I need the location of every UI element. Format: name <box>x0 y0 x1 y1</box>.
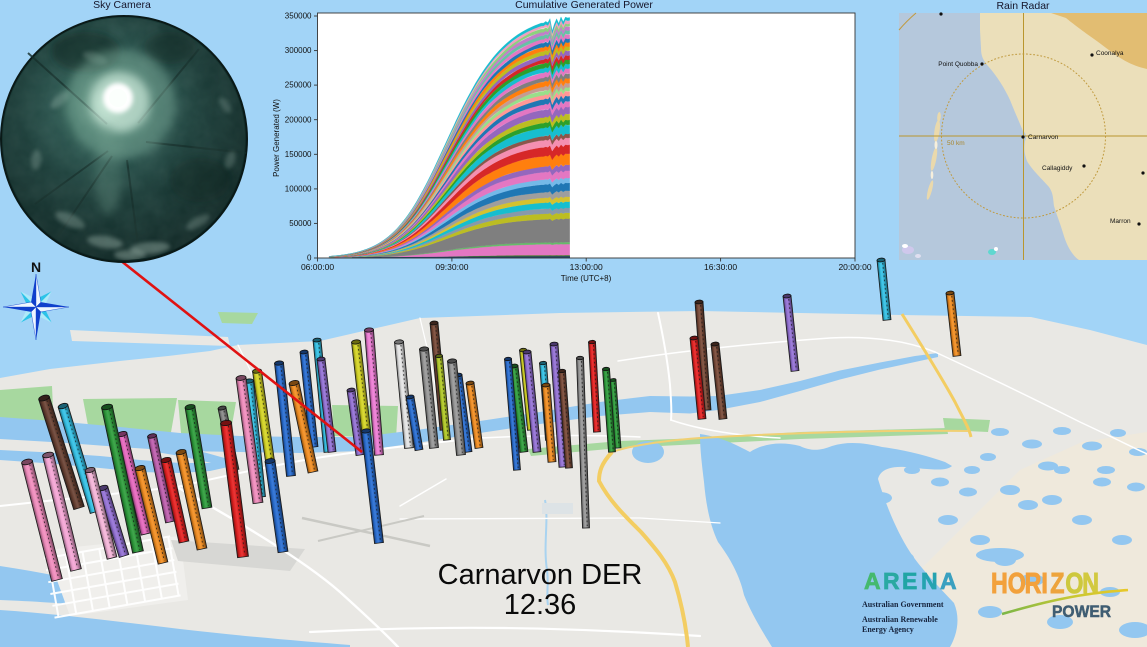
svg-text:Marron: Marron <box>1110 218 1131 225</box>
svg-text:E: E <box>902 568 917 594</box>
svg-text:09:30:00: 09:30:00 <box>435 262 468 272</box>
svg-text:N: N <box>31 259 41 275</box>
svg-text:POWER: POWER <box>1052 602 1111 621</box>
svg-text:350000: 350000 <box>285 12 312 21</box>
svg-text:Sky Camera: Sky Camera <box>93 0 151 11</box>
svg-text:R: R <box>1025 566 1042 599</box>
svg-text:Australian Government: Australian Government <box>862 600 944 609</box>
svg-text:A: A <box>864 568 881 594</box>
svg-text:13:00:00: 13:00:00 <box>570 262 603 272</box>
svg-text:20:00:00: 20:00:00 <box>838 262 871 272</box>
svg-text:Rain Radar: Rain Radar <box>996 0 1050 12</box>
svg-text:06:00:00: 06:00:00 <box>301 262 334 272</box>
svg-text:50 km: 50 km <box>947 140 965 147</box>
svg-text:100000: 100000 <box>285 185 312 194</box>
svg-text:Australian Renewable: Australian Renewable <box>862 615 938 624</box>
svg-text:Callagiddy: Callagiddy <box>1042 165 1073 172</box>
svg-text:Power Generated (W): Power Generated (W) <box>272 99 281 177</box>
svg-text:Coonalya: Coonalya <box>1096 50 1124 57</box>
svg-text:Carnarvon: Carnarvon <box>1028 134 1059 141</box>
svg-text:Time (UTC+8): Time (UTC+8) <box>561 274 612 283</box>
svg-text:Carnarvon DER: Carnarvon DER <box>438 559 643 591</box>
svg-text:Point Quobba: Point Quobba <box>938 61 978 68</box>
svg-text:O: O <box>1065 566 1083 599</box>
svg-text:H: H <box>991 566 1008 599</box>
svg-text:200000: 200000 <box>285 115 312 124</box>
svg-text:A: A <box>940 568 957 594</box>
svg-text:N: N <box>921 568 938 594</box>
svg-text:Z: Z <box>1050 566 1064 599</box>
svg-text:250000: 250000 <box>285 81 312 90</box>
svg-text:O: O <box>1008 566 1026 599</box>
svg-text:R: R <box>883 568 900 594</box>
svg-text:Energy Agency: Energy Agency <box>862 625 914 634</box>
svg-text:12:36: 12:36 <box>504 589 577 621</box>
svg-text:0: 0 <box>307 254 312 263</box>
svg-text:16:30:00: 16:30:00 <box>704 262 737 272</box>
svg-text:I: I <box>1041 566 1047 599</box>
svg-text:300000: 300000 <box>285 46 312 55</box>
svg-text:Cumulative Generated Power: Cumulative Generated Power <box>515 0 653 11</box>
svg-text:N: N <box>1082 566 1099 599</box>
svg-text:50000: 50000 <box>289 219 312 228</box>
svg-text:150000: 150000 <box>285 150 312 159</box>
